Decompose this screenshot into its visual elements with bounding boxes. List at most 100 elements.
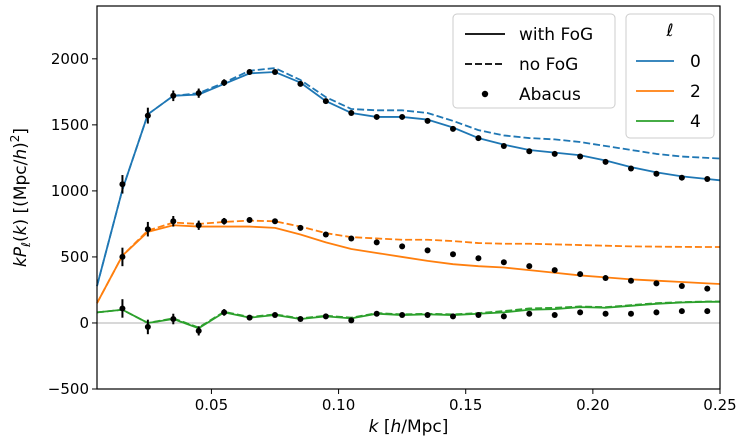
abacus-point-ell4: [526, 310, 533, 317]
abacus-points-layer: [119, 69, 711, 336]
legend-style-label: no FoG: [519, 55, 578, 75]
abacus-point-ell0: [450, 125, 456, 132]
abacus-point-ell2: [246, 216, 253, 223]
plot-frame: [96, 5, 721, 390]
abacus-point-ell0: [221, 79, 228, 86]
abacus-point-ell0: [678, 174, 685, 181]
abacus-point-ell4: [373, 310, 380, 317]
x-axis-label: k [h/Mpc]: [369, 417, 449, 436]
series-line-ell2-solid: [96, 224, 721, 304]
abacus-point-ell0: [602, 158, 609, 165]
x-tick-label: 0.15: [449, 396, 482, 414]
abacus-point-ell4: [450, 313, 456, 320]
abacus-point-ell0: [399, 113, 406, 120]
abacus-point-ell0: [272, 69, 278, 76]
legends-layer: with FoG no FoG Abacus ℓ0 2 4: [452, 13, 715, 139]
abacus-point-ell0: [628, 165, 634, 172]
legend-ell-box: [625, 13, 715, 139]
abacus-point-ell2: [577, 271, 584, 278]
abacus-point-ell2: [500, 259, 507, 266]
abacus-point-ell4: [170, 316, 177, 323]
abacus-point-ell2: [450, 251, 456, 258]
abacus-point-ell0: [704, 176, 711, 183]
y-tick-label: −500: [48, 380, 89, 398]
abacus-point-ell4: [500, 313, 507, 320]
abacus-point-ell4: [399, 312, 406, 319]
abacus-point-ell0: [424, 117, 431, 124]
abacus-point-ell2: [399, 243, 406, 250]
series-line-ell0-solid: [96, 71, 721, 287]
abacus-point-ell0: [348, 109, 355, 116]
abacus-point-ell0: [373, 113, 380, 120]
legend-abacus-marker: [481, 90, 489, 98]
abacus-point-ell2: [602, 275, 609, 282]
y-tick-label: 500: [60, 248, 89, 266]
abacus-point-ell2: [373, 239, 380, 246]
abacus-point-ell2: [119, 253, 126, 260]
abacus-point-ell0: [246, 69, 253, 76]
abacus-point-ell0: [322, 98, 329, 105]
abacus-point-ell4: [246, 314, 253, 321]
abacus-point-ell2: [195, 222, 202, 229]
abacus-point-ell4: [678, 308, 685, 315]
legend-style-box: [452, 13, 616, 109]
abacus-point-ell0: [297, 80, 304, 87]
x-tick-label: 0.10: [322, 396, 355, 414]
abacus-point-ell2: [272, 218, 278, 225]
abacus-point-ell2: [653, 280, 660, 287]
abacus-point-ell4: [119, 305, 126, 312]
y-tick-label: 2000: [51, 50, 89, 68]
abacus-point-ell4: [704, 308, 711, 315]
legend-ell-title: ℓ: [665, 21, 673, 41]
x-tick-label: 0.05: [195, 396, 228, 414]
abacus-point-ell2: [170, 218, 177, 225]
abacus-point-ell2: [526, 263, 533, 270]
abacus-point-ell4: [653, 309, 660, 316]
abacus-point-ell0: [119, 181, 126, 188]
abacus-point-ell0: [551, 150, 558, 157]
abacus-point-ell0: [653, 170, 660, 177]
abacus-point-ell2: [551, 267, 558, 274]
legend-style-label: Abacus: [519, 85, 581, 105]
abacus-point-ell4: [272, 312, 278, 319]
abacus-point-ell4: [144, 323, 151, 330]
series-line-ell2-dashed: [96, 219, 720, 304]
series-line-ell4-dashed: [96, 300, 720, 329]
abacus-point-ell2: [424, 247, 431, 254]
x-tick-label: 0.20: [576, 396, 609, 414]
abacus-point-ell4: [628, 310, 634, 317]
model-lines-layer: [96, 67, 721, 330]
abacus-point-ell0: [526, 148, 533, 155]
abacus-point-ell2: [322, 231, 329, 238]
abacus-point-ell2: [628, 277, 634, 284]
abacus-point-ell4: [475, 312, 482, 319]
series-line-ell0-dashed: [96, 67, 721, 287]
y-tick-label: 1500: [51, 116, 89, 134]
legend-ell-label: 2: [690, 82, 701, 102]
abacus-point-ell2: [704, 285, 711, 292]
abacus-point-ell2: [475, 255, 482, 262]
legend-style-label: with FoG: [519, 25, 593, 45]
abacus-point-ell2: [221, 218, 228, 225]
abacus-point-ell2: [678, 282, 685, 289]
abacus-point-ell4: [577, 309, 584, 316]
abacus-point-ell0: [500, 142, 507, 149]
legend-ell-label: 0: [690, 52, 701, 72]
y-tick-label: 0: [79, 314, 89, 332]
legend-ell-label: 4: [690, 112, 701, 132]
abacus-point-ell0: [577, 153, 584, 160]
abacus-point-ell4: [297, 316, 304, 323]
abacus-point-ell2: [144, 226, 151, 233]
abacus-point-ell4: [602, 310, 609, 317]
abacus-point-ell0: [475, 135, 482, 142]
abacus-point-ell4: [322, 313, 329, 320]
axes-layer: 0.05 0.10 0.15 0.20 0.25 −500 0 500 1000 1500 2000…: [8, 5, 737, 436]
abacus-point-ell0: [144, 112, 151, 119]
x-tick-label: 0.25: [703, 396, 736, 414]
y-axis-label: kPℓ(k) [(Mpc/h)2]: [8, 128, 33, 267]
abacus-point-ell4: [195, 327, 202, 334]
abacus-point-ell2: [297, 224, 304, 231]
y-tick-label: 1000: [51, 182, 89, 200]
